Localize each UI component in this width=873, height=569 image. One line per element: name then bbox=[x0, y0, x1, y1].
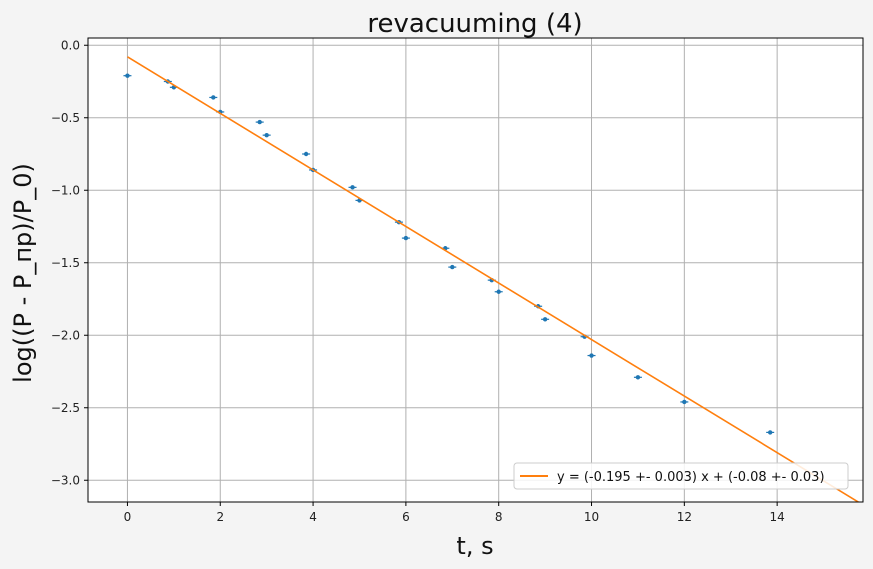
y-tick-label: −0.5 bbox=[51, 111, 80, 125]
y-axis-label: log((P - P_пр)/P_0) bbox=[9, 163, 37, 383]
legend: y = (-0.195 +- 0.003) x + (-0.08 +- 0.03… bbox=[513, 462, 849, 490]
y-tick-label: −1.0 bbox=[51, 183, 80, 197]
data-point bbox=[682, 399, 687, 405]
x-tick-label: 0 bbox=[124, 510, 132, 524]
x-tick-label: 4 bbox=[309, 510, 317, 524]
x-tick-label: 6 bbox=[402, 510, 410, 524]
data-point bbox=[403, 235, 409, 241]
plot-frame bbox=[87, 37, 864, 503]
legend-label: y = (-0.195 +- 0.003) x + (-0.08 +- 0.03… bbox=[557, 470, 825, 485]
y-tick-label: −3.0 bbox=[51, 473, 80, 487]
data-point bbox=[257, 119, 262, 125]
x-tick-label: 12 bbox=[677, 510, 692, 524]
x-tick-label: 8 bbox=[495, 510, 503, 524]
data-point bbox=[635, 375, 641, 380]
x-axis-label: t, s bbox=[456, 532, 493, 560]
x-tick-label: 14 bbox=[770, 510, 785, 524]
x-tick-label: 10 bbox=[584, 510, 599, 524]
data-point bbox=[589, 353, 594, 358]
series-layer bbox=[123, 56, 860, 502]
y-tick-label: −2.5 bbox=[51, 401, 80, 415]
legend-box bbox=[513, 462, 849, 490]
grid bbox=[88, 38, 863, 502]
data-point bbox=[542, 317, 548, 322]
x-tick-label: 2 bbox=[216, 510, 224, 524]
data-point bbox=[450, 264, 455, 270]
plot-area bbox=[88, 38, 863, 502]
data-point bbox=[767, 430, 773, 435]
data-point bbox=[211, 95, 216, 100]
y-tick-label: −2.0 bbox=[51, 328, 80, 342]
data-point bbox=[350, 185, 355, 190]
y-tick-label: −1.5 bbox=[51, 256, 80, 270]
chart-title: revacuuming (4) bbox=[367, 9, 582, 39]
data-point bbox=[496, 289, 501, 294]
data-point bbox=[264, 132, 269, 138]
data-point bbox=[125, 73, 130, 78]
y-tick-label: 0.0 bbox=[61, 38, 80, 52]
fit-line bbox=[127, 56, 860, 502]
ticks: 0 2 4 6 8 10 12 14 0.0 −0.5 −1.0 −1.5 −2.0 −2.5 −3.0 bbox=[51, 38, 785, 524]
data-point bbox=[303, 151, 309, 157]
